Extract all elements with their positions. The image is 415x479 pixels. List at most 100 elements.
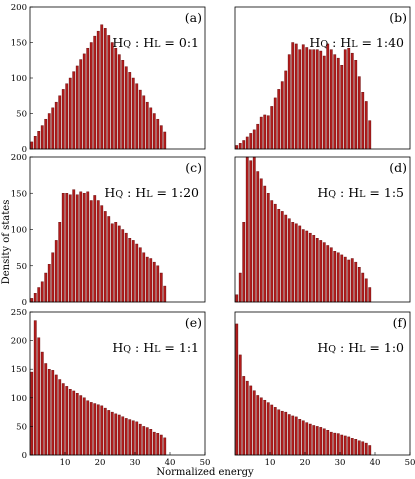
bar <box>135 243 139 303</box>
bar <box>65 193 69 303</box>
bar <box>47 264 51 303</box>
bar <box>107 35 111 150</box>
bar <box>326 43 330 150</box>
bar <box>75 65 79 150</box>
bar <box>131 420 135 456</box>
bar <box>266 115 270 150</box>
bar <box>256 123 260 150</box>
bar <box>159 272 163 303</box>
bar <box>75 393 79 456</box>
bar <box>319 427 323 456</box>
bar <box>357 440 361 456</box>
bar <box>149 107 153 150</box>
bar <box>68 77 72 150</box>
bar <box>287 414 291 456</box>
bar <box>114 222 118 303</box>
bar <box>245 380 249 456</box>
bar <box>100 205 104 303</box>
bar <box>312 235 316 303</box>
bar <box>284 411 288 456</box>
panel-label: (d) <box>389 160 407 175</box>
bar <box>347 47 351 150</box>
bar <box>238 143 242 150</box>
bar <box>340 434 344 456</box>
bar <box>145 427 149 456</box>
bar <box>51 370 55 456</box>
bar <box>291 222 295 303</box>
y-axis-title: Density of states <box>1 200 12 285</box>
hamiltonian-ratio-label: HQ : HL = 0:1 <box>112 35 199 50</box>
bar <box>68 194 72 303</box>
bar <box>110 42 114 150</box>
bar <box>103 28 107 150</box>
bar <box>354 439 358 456</box>
bar <box>308 232 312 303</box>
bar <box>294 43 298 150</box>
bar <box>266 402 270 456</box>
plot-frame <box>29 311 206 456</box>
y-tick-label: 0 <box>22 451 27 461</box>
bar <box>312 425 316 456</box>
y-tick-label: 50 <box>16 262 27 272</box>
plot-frame <box>234 311 411 456</box>
bar <box>107 216 111 303</box>
x-tick-label: 40 <box>370 458 381 468</box>
bar <box>40 281 44 303</box>
bar <box>138 423 142 456</box>
bar <box>138 89 142 150</box>
bar <box>322 428 326 456</box>
bar <box>142 95 146 150</box>
bar <box>30 141 34 150</box>
bar <box>72 189 76 303</box>
bar <box>350 438 354 456</box>
bar <box>128 72 132 150</box>
bar <box>82 397 86 456</box>
bar <box>40 125 44 150</box>
bar <box>117 414 121 456</box>
chart-panel: 0 50 100 150 200 250 10 20 30 40 50 (e) HQ : HL = 1:… <box>11 308 211 468</box>
bar <box>256 395 260 456</box>
chart-panel: 0 50 100 150 200 (a) HQ : HL = 0:1 <box>11 3 206 155</box>
bar <box>242 376 246 456</box>
bar <box>329 247 333 303</box>
bar <box>322 242 326 303</box>
bar <box>159 125 163 150</box>
panel-label: (e) <box>185 315 202 330</box>
bar <box>40 351 44 456</box>
bar <box>249 133 253 150</box>
bar <box>273 203 277 303</box>
bar <box>245 136 249 150</box>
bar <box>235 145 239 150</box>
bar <box>156 118 160 150</box>
bar <box>79 395 83 456</box>
bar <box>263 114 267 150</box>
bar <box>291 415 295 456</box>
bar <box>368 445 372 456</box>
bar <box>305 47 309 150</box>
bar <box>149 429 153 456</box>
bar <box>107 410 111 456</box>
bar <box>319 240 323 303</box>
bar <box>114 413 118 456</box>
bar <box>163 285 167 303</box>
bar <box>301 44 305 150</box>
chart-panel: (b) HQ : HL = 1:40 <box>234 6 411 150</box>
bar <box>361 272 365 303</box>
plot-frame <box>234 156 411 303</box>
bar <box>368 287 372 303</box>
bar <box>58 95 62 150</box>
bar <box>326 430 330 456</box>
bar <box>252 129 256 150</box>
bar <box>93 195 97 303</box>
bar <box>336 57 340 150</box>
y-tick-label: 150 <box>11 189 27 199</box>
bar <box>364 442 368 456</box>
bar <box>340 254 344 303</box>
bar <box>298 225 302 303</box>
bar <box>326 245 330 303</box>
bar <box>336 252 340 303</box>
bar <box>82 53 86 150</box>
bar <box>33 320 37 456</box>
bar <box>89 200 93 303</box>
x-tick-label: 50 <box>405 458 415 468</box>
